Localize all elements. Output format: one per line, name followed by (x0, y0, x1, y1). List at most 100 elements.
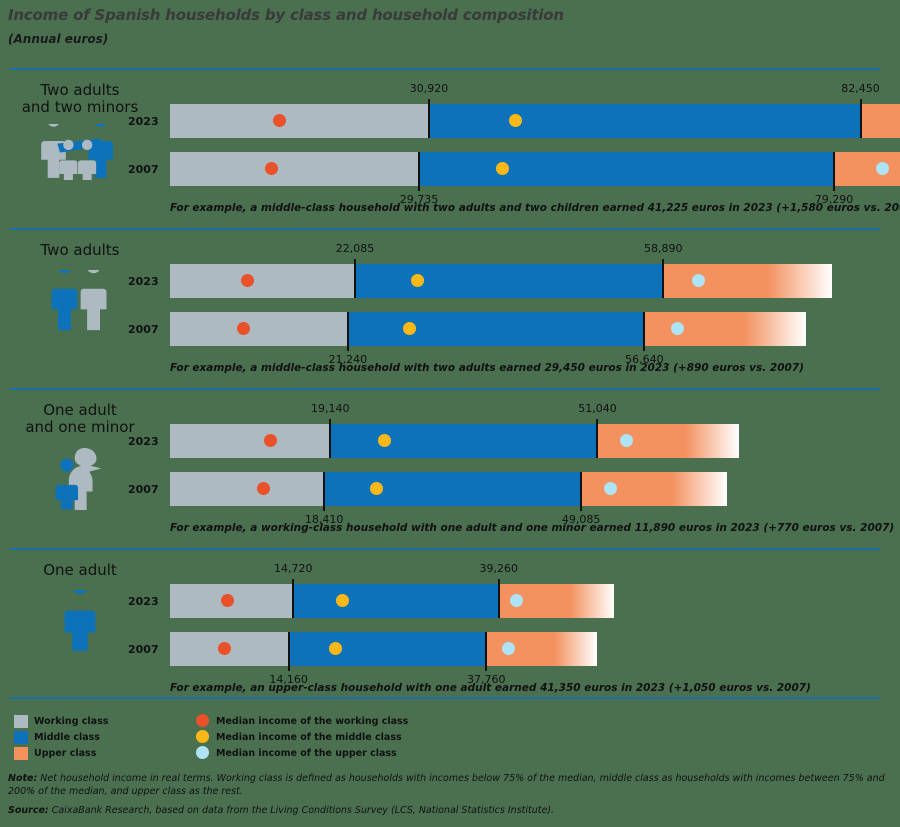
value-label-working-bound-2023: 14,720 (274, 562, 313, 575)
group-divider (10, 228, 880, 230)
segment-middle-class (347, 312, 645, 346)
median-upper-marker (620, 434, 634, 447)
value-label-working-bound-2007: 14,160 (269, 673, 308, 686)
segment-upper-class (581, 472, 727, 506)
median-middle-marker (370, 482, 384, 495)
bar-two-adults-2007 (0, 312, 900, 351)
year-label-2023: 2023 (128, 115, 159, 128)
value-label-middle-bound-2023: 39,260 (479, 562, 519, 575)
legend-divider (10, 697, 880, 699)
median-upper-marker (691, 274, 705, 287)
segment-middle-class (293, 584, 499, 618)
value-label-working-bound-2023: 30,920 (409, 82, 449, 95)
note-text: Net household income in real terms. Work… (8, 773, 885, 797)
legend-label-upper-class: Upper class (34, 748, 97, 759)
median-working-marker (257, 482, 271, 495)
legend-label-working-class: Working class (34, 716, 109, 727)
group-label-one-adult-and-one-minor: One adult and one minor (25, 401, 135, 436)
year-label-2007: 2007 (128, 643, 159, 656)
segment-working-class (170, 104, 429, 138)
segment-middle-class (324, 472, 582, 506)
boundary-tick-working-middle (353, 259, 356, 298)
one-adult-icon (0, 590, 160, 652)
source-label: Source: (8, 805, 49, 816)
value-label-working-bound-2007: 18,410 (304, 513, 344, 526)
year-label-2023: 2023 (128, 275, 159, 288)
segment-middle-class (428, 104, 861, 138)
boundary-tick-middle-upper (596, 419, 599, 458)
example-caption-two-adults-and-two-minors: For example, a middle-class household wi… (170, 202, 900, 214)
bar-one-adult-and-one-minor-2007 (0, 472, 900, 511)
boundary-tick-middle-upper (859, 99, 862, 138)
median-working-marker (220, 594, 234, 607)
footer-source: Source: CaixaBank Research, based on dat… (8, 804, 892, 817)
value-label-middle-bound-2007: 56,640 (625, 353, 664, 366)
segment-middle-class (419, 152, 835, 186)
median-middle-marker (335, 594, 349, 607)
group-one-adult-and-one-minor: One adult and one minor 2023 19,140 51,040… (0, 388, 900, 548)
value-label-working-bound-2007: 29,735 (399, 193, 439, 206)
median-upper-marker (603, 482, 617, 495)
legend-label-median-working: Median income of the working class (216, 716, 409, 727)
segment-working-class (170, 472, 325, 506)
segment-middle-class (288, 632, 487, 666)
median-middle-marker (496, 162, 510, 175)
legend-label-middle-class: Middle class (34, 732, 100, 743)
segment-working-class (170, 264, 355, 298)
boundary-tick-middle-upper (833, 152, 836, 191)
boundary-tick-working-middle (323, 472, 326, 511)
group-two-adults: Two adults 2023 22,085 58,890 2007 21,240 5… (0, 228, 900, 388)
boundary-tick-middle-upper (485, 632, 488, 671)
year-label-2007: 2007 (128, 483, 159, 496)
page-title: Income of Spanish households by class an… (8, 6, 564, 24)
bar-two-adults-2023 (0, 259, 900, 298)
two-adults-icon (0, 270, 160, 332)
middle-class-swatch (14, 731, 28, 744)
median-middle-marker (328, 642, 342, 655)
median-middle-marker (377, 434, 391, 447)
value-label-working-bound-2023: 22,085 (335, 242, 375, 255)
bar-one-adult-and-one-minor-2023 (0, 419, 900, 458)
value-label-middle-bound-2007: 49,085 (561, 513, 601, 526)
value-label-middle-bound-2023: 82,450 (841, 82, 880, 95)
bar-one-adult-2023 (0, 579, 900, 618)
median-middle-marker (509, 114, 523, 127)
median-working-marker (272, 114, 286, 127)
source-text: CaixaBank Research, based on data from t… (48, 805, 555, 816)
segment-middle-class (354, 264, 664, 298)
group-label-one-adult: One adult (43, 561, 117, 579)
median-middle-marker (403, 322, 417, 335)
value-label-middle-bound-2023: 51,040 (578, 402, 617, 415)
legend-label-median-middle: Median income of the middle class (216, 732, 402, 743)
example-caption-one-adult-and-one-minor: For example, a working-class household w… (170, 522, 895, 534)
year-label-2023: 2023 (128, 595, 159, 608)
boundary-tick-working-middle (329, 419, 332, 458)
boundary-tick-working-middle (346, 312, 349, 351)
segment-upper-class (663, 264, 832, 298)
median-working-dot (196, 714, 209, 727)
median-upper-dot (196, 746, 209, 759)
boundary-tick-working-middle (287, 632, 290, 671)
segment-upper-class (644, 312, 807, 346)
segment-middle-class (330, 424, 598, 458)
value-label-middle-bound-2007: 79,290 (814, 193, 854, 206)
working-class-swatch (14, 715, 28, 728)
group-divider (10, 548, 880, 550)
note-label: Note: (8, 773, 38, 784)
page-subtitle: (Annual euros) (8, 32, 109, 46)
median-middle-marker (410, 274, 424, 287)
group-label-two-adults-and-two-minors: Two adults and two minors (21, 81, 139, 116)
boundary-tick-middle-upper (497, 579, 500, 618)
year-label-2023: 2023 (128, 435, 159, 448)
median-working-marker (264, 162, 278, 175)
year-label-2007: 2007 (128, 323, 159, 336)
median-upper-marker (670, 322, 684, 335)
boundary-tick-middle-upper (643, 312, 646, 351)
segment-upper-class (597, 424, 740, 458)
median-middle-dot (196, 730, 209, 743)
median-upper-marker (875, 162, 889, 175)
bar-one-adult-2007 (0, 632, 900, 671)
group-one-adult: One adult 2023 14,720 39,260 2007 14,160 37… (0, 548, 900, 708)
example-caption-two-adults: For example, a middle-class household wi… (170, 362, 804, 374)
value-label-middle-bound-2023: 58,890 (643, 242, 683, 255)
